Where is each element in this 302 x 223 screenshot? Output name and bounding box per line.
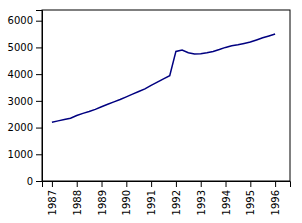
x-tick: 1996 (270, 181, 281, 215)
x-tick-label: 1996 (270, 190, 281, 215)
x-tick-mark (126, 181, 127, 187)
data-line (52, 34, 275, 122)
x-axis: 1987 1988 1989 1990 1991 1992 1993 1994 1995 1996 (43, 181, 291, 215)
y-tick: 6000 (8, 15, 42, 26)
x-tick: 1993 (196, 181, 207, 215)
x-tick-mark (77, 181, 78, 187)
y-tick-mark (36, 74, 42, 75)
x-tick-mark (176, 181, 177, 187)
x-tick-label: 1990 (121, 190, 132, 215)
x-tick-label: 1993 (196, 190, 207, 215)
x-tick-mark (250, 181, 251, 187)
y-axis-line (36, 11, 43, 182)
y-tick-mark (36, 128, 42, 129)
y-tick-mark (36, 154, 42, 155)
x-tick-label: 1988 (72, 190, 83, 215)
y-tick-label: 0 (27, 176, 33, 187)
x-tick-mark (201, 181, 202, 187)
x-tick-mark (226, 181, 227, 187)
x-tick: 1991 (146, 181, 157, 215)
y-tick: 5000 (8, 42, 42, 53)
x-tick-label: 1994 (221, 190, 232, 215)
y-tick: 3000 (8, 96, 42, 107)
y-tick-mark (36, 181, 42, 182)
x-tick-label: 1995 (245, 190, 256, 215)
x-tick: 1989 (97, 181, 108, 215)
x-tick-mark (102, 181, 103, 187)
x-tick: 1990 (121, 181, 132, 215)
x-tick-label: 1987 (47, 190, 58, 215)
y-tick-label: 5000 (8, 42, 33, 53)
x-tick-mark (275, 181, 276, 187)
plot-frame (42, 10, 290, 181)
x-tick-label: 1991 (146, 190, 157, 215)
y-tick-label: 4000 (8, 69, 33, 80)
chart: 1987 1988 1989 1990 1991 1992 1993 1994 1995 1996… (0, 0, 302, 223)
x-tick: 1992 (171, 181, 182, 215)
x-tick: 1994 (221, 181, 232, 215)
x-tick: 1988 (72, 181, 83, 215)
y-tick-label: 6000 (8, 15, 33, 26)
y-tick-mark (36, 101, 42, 102)
y-tick: 4000 (8, 69, 42, 80)
y-tick-label: 3000 (8, 96, 33, 107)
y-tick-mark (36, 21, 42, 22)
y-tick-mark (36, 47, 42, 48)
marks (52, 34, 275, 122)
x-axis-line (43, 182, 291, 188)
x-tick-label: 1989 (97, 190, 108, 215)
plot: 1987 1988 1989 1990 1991 1992 1993 1994 1995 1996… (8, 10, 291, 215)
y-tick: 1000 (8, 149, 42, 160)
y-axis: 0 1000 2000 3000 4000 5000 6000 (8, 11, 43, 187)
x-tick: 1987 (47, 181, 58, 215)
y-tick-label: 1000 (8, 149, 33, 160)
x-tick-mark (151, 181, 152, 187)
x-tick-label: 1992 (171, 190, 182, 215)
y-tick-label: 2000 (8, 122, 33, 133)
y-tick: 0 (27, 176, 42, 187)
x-tick-mark (52, 181, 53, 187)
x-tick: 1995 (245, 181, 256, 215)
y-tick: 2000 (8, 122, 42, 133)
